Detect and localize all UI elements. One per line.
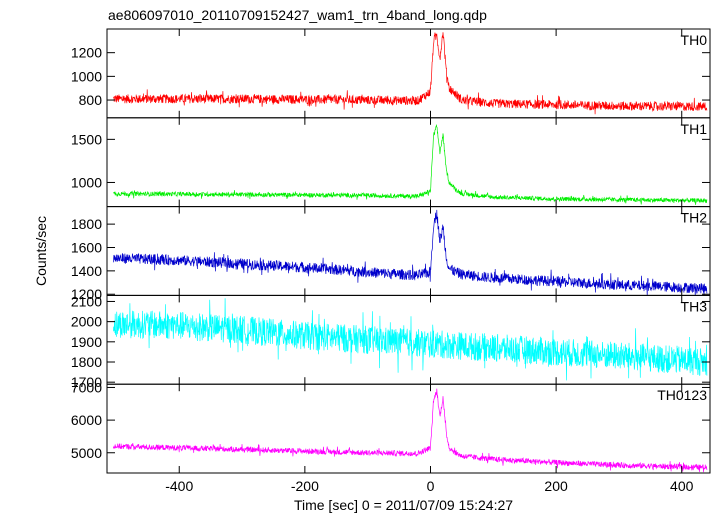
y-tick-label: 1200 <box>71 45 102 61</box>
y-tick-label: 6000 <box>71 412 102 428</box>
y-tick-label: 1200 <box>71 286 102 302</box>
panel-label: TH3 <box>681 298 708 314</box>
panel-th2: 1200 1400 1600 1800 TH2 <box>71 206 711 302</box>
chart-title: ae806097010_20110709152427_wam1_trn_4ban… <box>108 7 487 23</box>
x-tick-label: -400 <box>165 478 193 494</box>
panel-th0123: 5000 6000 7000 TH0123 <box>71 379 711 474</box>
y-tick-label: 1000 <box>71 68 102 84</box>
series-line-th2 <box>112 209 708 296</box>
y-tick-label: 800 <box>79 92 103 108</box>
panel-th3: 1700 1800 1900 2000 2100 TH3 <box>71 293 711 390</box>
y-tick-label: 7000 <box>71 379 102 395</box>
y-tick-label: 2000 <box>71 314 102 330</box>
panel-frame <box>106 117 711 208</box>
series-line-th1 <box>113 123 708 205</box>
x-tick-label: 0 <box>427 478 435 494</box>
panel-label: TH2 <box>681 210 708 226</box>
series-line-th3 <box>112 298 708 381</box>
x-tick-label: 400 <box>670 478 694 494</box>
y-tick-label: 1900 <box>71 334 102 350</box>
panel-frame <box>106 383 711 474</box>
series-line-th0 <box>113 32 708 115</box>
panel-label: TH0 <box>681 32 708 48</box>
series-line-th0123 <box>112 388 708 473</box>
y-tick-label: 1700 <box>71 374 102 390</box>
y-tick-label: 1400 <box>71 263 102 279</box>
y-tick-label: 2100 <box>71 293 102 309</box>
y-axis-label: Counts/sec <box>33 216 49 286</box>
panel-th0: 800 1000 1200 TH0 <box>71 28 711 119</box>
panel-label: TH0123 <box>657 387 707 403</box>
x-tick-label: 200 <box>544 478 568 494</box>
y-tick-label: 1600 <box>71 239 102 255</box>
y-tick-label: 1000 <box>71 174 102 190</box>
panels-group: 800 1000 1200 TH0 1000 1500 TH1 1200 1400 1600 180… <box>71 28 711 494</box>
panel-label: TH1 <box>681 121 708 137</box>
y-tick-label: 1500 <box>71 131 102 147</box>
panel-th1: 1000 1500 TH1 <box>71 117 711 208</box>
y-tick-label: 1800 <box>71 216 102 232</box>
x-axis-label: Time [sec] 0 = 2011/07/09 15:24:27 <box>294 497 513 513</box>
y-tick-label: 1800 <box>71 354 102 370</box>
y-tick-label: 5000 <box>71 445 102 461</box>
x-tick-label: -200 <box>291 478 319 494</box>
